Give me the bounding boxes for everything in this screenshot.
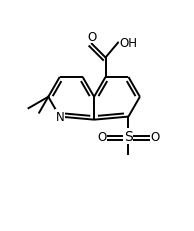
- Text: O: O: [150, 130, 159, 143]
- Text: O: O: [98, 130, 107, 143]
- Text: OH: OH: [119, 36, 137, 49]
- Text: N: N: [55, 111, 64, 124]
- Text: O: O: [87, 31, 96, 44]
- Text: S: S: [124, 130, 133, 143]
